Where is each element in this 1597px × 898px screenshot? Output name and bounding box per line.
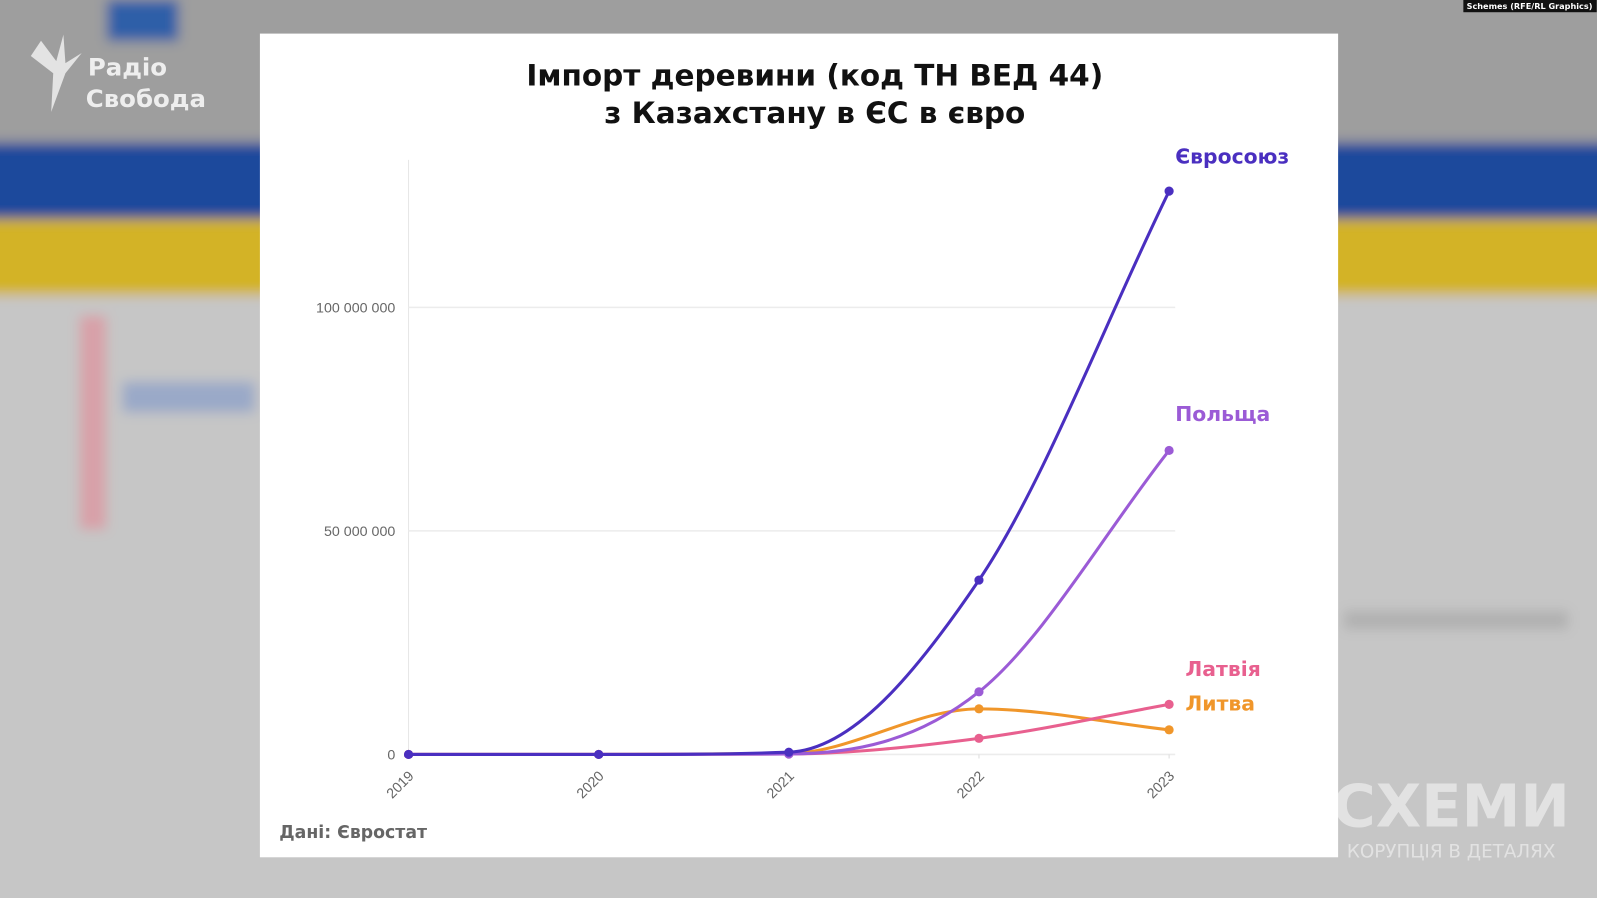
- series-label: Литва: [1185, 692, 1255, 716]
- data-point: [1164, 186, 1174, 196]
- data-point: [403, 749, 414, 760]
- source: Дані: Євростат: [279, 823, 427, 843]
- chart-title: Імпорт деревини (код ТН ВЕД 44): [526, 59, 1103, 93]
- logo-text: Радіо: [88, 52, 167, 81]
- credit: Schemes (RFE/RL Graphics): [1467, 1, 1593, 11]
- y-tick-label: 50 000 000: [324, 524, 395, 540]
- data-point: [974, 733, 984, 743]
- series-label: Євросоюз: [1175, 145, 1289, 169]
- watermark-sub: КОРУПЦІЯ В ДЕТАЛЯХ: [1347, 841, 1556, 862]
- data-point: [1164, 699, 1174, 709]
- series-line: [408, 190, 1171, 756]
- data-point: [1164, 725, 1174, 735]
- data-point: [784, 747, 794, 757]
- y-tick-label: 100 000 000: [316, 300, 395, 316]
- chart-title: з Казахстану в ЄС в євро: [604, 96, 1025, 130]
- chart-card: [259, 33, 1339, 858]
- data-point: [1164, 445, 1174, 456]
- watermark: СХЕМИ: [1332, 772, 1569, 841]
- y-tick-label: 0: [387, 748, 395, 764]
- series-label: Польща: [1175, 402, 1270, 426]
- logo: Радіо Свобода: [30, 34, 206, 113]
- series-label: Латвія: [1185, 657, 1260, 681]
- data-point: [974, 575, 984, 585]
- data-point: [974, 687, 984, 697]
- data-point: [974, 704, 984, 714]
- credit-bg: [1463, 0, 1597, 13]
- logo-text: Свобода: [86, 84, 206, 113]
- data-point: [594, 749, 604, 760]
